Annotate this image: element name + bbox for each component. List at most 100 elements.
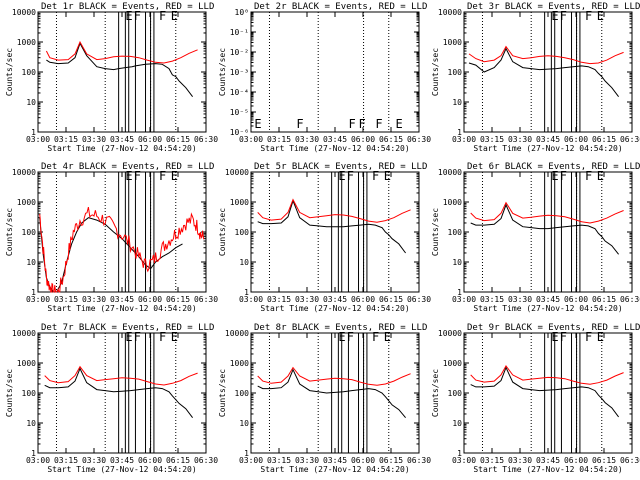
y-tick-label: 1 <box>244 288 249 297</box>
flag-label: F <box>560 9 567 23</box>
flag-label: E <box>551 169 558 183</box>
y-tick-label: 1000 <box>230 359 249 368</box>
panel-det-8r: Det 8r BLACK = Events, RED = LLD 1 10 100 10… <box>218 323 431 474</box>
x-tick-label: 06:30 <box>194 135 218 144</box>
lld-series-line <box>44 365 198 386</box>
flag-label: E <box>125 169 132 183</box>
x-tick-label: 06:00 <box>351 135 375 144</box>
y-tick-label: 10 <box>452 419 462 428</box>
y-tick-label: 1 <box>244 449 249 458</box>
y-tick-label: 10000 <box>225 168 249 177</box>
x-tick-label: 03:45 <box>536 456 560 465</box>
x-tick-label: 03:15 <box>480 135 504 144</box>
y-axis-label: Counts/sec <box>5 369 14 417</box>
x-tick-label: 03:00 <box>26 456 50 465</box>
x-tick-label: 06:15 <box>379 295 403 304</box>
x-tick-label: 03:30 <box>508 295 532 304</box>
x-tick-label: 06:00 <box>138 456 162 465</box>
y-tick-label: 1000 <box>443 198 462 207</box>
lld-series-line <box>468 45 624 65</box>
panel-det-9r: Det 9r BLACK = Events, RED = LLD 1 10 100 10… <box>431 323 640 474</box>
y-tick-label: 10 <box>26 258 36 267</box>
flag-label: F <box>134 330 141 344</box>
flag-label: F <box>348 117 355 131</box>
y-axis-label: Counts/sec <box>431 48 440 96</box>
x-tick-label: 03:00 <box>452 135 476 144</box>
flag-label: F <box>159 330 166 344</box>
x-axis-label: Start Time (27-Nov-12 04:54:20) <box>260 465 409 474</box>
y-tick-label: 1 <box>31 128 36 137</box>
x-tick-label: 06:15 <box>166 456 190 465</box>
flag-label: E <box>597 169 604 183</box>
x-tick-label: 06:30 <box>194 295 218 304</box>
y-tick-label: 100 <box>448 389 463 398</box>
plot-frame <box>37 11 207 133</box>
lld-series-line <box>257 198 411 223</box>
y-tick-label: 10 <box>239 419 249 428</box>
x-tick-label: 03:15 <box>267 135 291 144</box>
x-tick-label: 06:00 <box>564 295 588 304</box>
flag-label: F <box>560 169 567 183</box>
panel-title: Det 5r BLACK = Events, RED = LLD <box>254 162 427 172</box>
x-tick-label: 06:00 <box>351 295 375 304</box>
x-tick-label: 03:00 <box>452 295 476 304</box>
x-tick-label: 03:00 <box>452 456 476 465</box>
y-tick-label: 1000 <box>17 198 36 207</box>
x-axis-label: Start Time (27-Nov-12 04:54:20) <box>473 465 622 474</box>
y-tick-label: 100 <box>22 389 37 398</box>
y-tick-label: 1 <box>457 449 462 458</box>
y-tick-label: 1000 <box>17 38 36 47</box>
y-tick-label: 1 <box>457 288 462 297</box>
y-tick-label: 10⁻⁶ <box>230 128 249 137</box>
y-axis-label: Counts/sec <box>218 48 227 96</box>
y-tick-label: 10000 <box>12 8 36 17</box>
flag-label: F <box>359 117 366 131</box>
y-tick-label: 10⁻³ <box>230 68 249 77</box>
panel-title: Det 8r BLACK = Events, RED = LLD <box>254 323 427 333</box>
x-tick-label: 03:15 <box>54 456 78 465</box>
flag-label: E <box>551 330 558 344</box>
x-tick-label: 03:30 <box>82 135 106 144</box>
x-tick-label: 06:15 <box>166 295 190 304</box>
flag-label: F <box>372 169 379 183</box>
panel-title: Det 2r BLACK = Events, RED = LLD <box>254 2 427 12</box>
flag-label: F <box>372 330 379 344</box>
x-tick-label: 03:00 <box>239 295 263 304</box>
x-tick-label: 03:15 <box>54 295 78 304</box>
flag-label: E <box>338 330 345 344</box>
y-tick-label: 100 <box>448 68 463 77</box>
flag-label: E <box>125 9 132 23</box>
x-axis-label: Start Time (27-Nov-12 04:54:20) <box>47 144 196 153</box>
x-tick-label: 06:00 <box>351 456 375 465</box>
flag-label: E <box>597 9 604 23</box>
x-tick-label: 06:30 <box>407 456 431 465</box>
y-tick-label: 10 <box>26 98 36 107</box>
y-tick-label: 100 <box>22 228 37 237</box>
lld-series-line <box>39 206 205 293</box>
plot-frame <box>463 11 633 133</box>
y-tick-label: 10 <box>452 258 462 267</box>
x-axis-label: Start Time (27-Nov-12 04:54:20) <box>260 144 409 153</box>
panel-title: Det 7r BLACK = Events, RED = LLD <box>41 323 214 333</box>
y-tick-label: 1000 <box>443 359 462 368</box>
lld-series-line <box>257 366 411 386</box>
y-tick-label: 10⁻⁵ <box>230 108 249 117</box>
flag-label: F <box>347 169 354 183</box>
x-tick-label: 06:30 <box>407 295 431 304</box>
flag-label: F <box>585 9 592 23</box>
flag-label: E <box>171 9 178 23</box>
flag-label: E <box>254 117 261 131</box>
y-axis-label: Counts/sec <box>431 208 440 256</box>
x-tick-label: 06:30 <box>194 456 218 465</box>
y-tick-label: 1 <box>31 449 36 458</box>
flag-label: E <box>171 330 178 344</box>
flag-label: F <box>134 9 141 23</box>
y-tick-label: 10 <box>26 419 36 428</box>
y-tick-label: 1000 <box>230 198 249 207</box>
panel-title: Det 6r BLACK = Events, RED = LLD <box>467 162 640 172</box>
y-axis-label: Counts/sec <box>5 48 14 96</box>
y-tick-label: 1 <box>31 288 36 297</box>
flag-label: E <box>384 169 391 183</box>
x-tick-label: 06:15 <box>379 456 403 465</box>
y-tick-label: 10000 <box>225 329 249 338</box>
